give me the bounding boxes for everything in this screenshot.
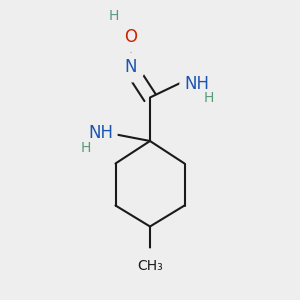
Text: H: H	[203, 91, 214, 104]
Text: H: H	[109, 10, 119, 23]
Circle shape	[134, 249, 166, 282]
Text: H: H	[80, 142, 91, 155]
Circle shape	[84, 117, 117, 150]
Text: N: N	[124, 58, 137, 76]
Circle shape	[116, 53, 145, 82]
Text: O: O	[124, 28, 137, 46]
Circle shape	[102, 4, 126, 28]
Circle shape	[196, 85, 220, 109]
Text: NH: NH	[184, 75, 209, 93]
Text: CH₃: CH₃	[137, 259, 163, 272]
Circle shape	[74, 136, 98, 160]
Text: NH: NH	[88, 124, 113, 142]
Circle shape	[180, 68, 213, 100]
Circle shape	[116, 23, 145, 52]
